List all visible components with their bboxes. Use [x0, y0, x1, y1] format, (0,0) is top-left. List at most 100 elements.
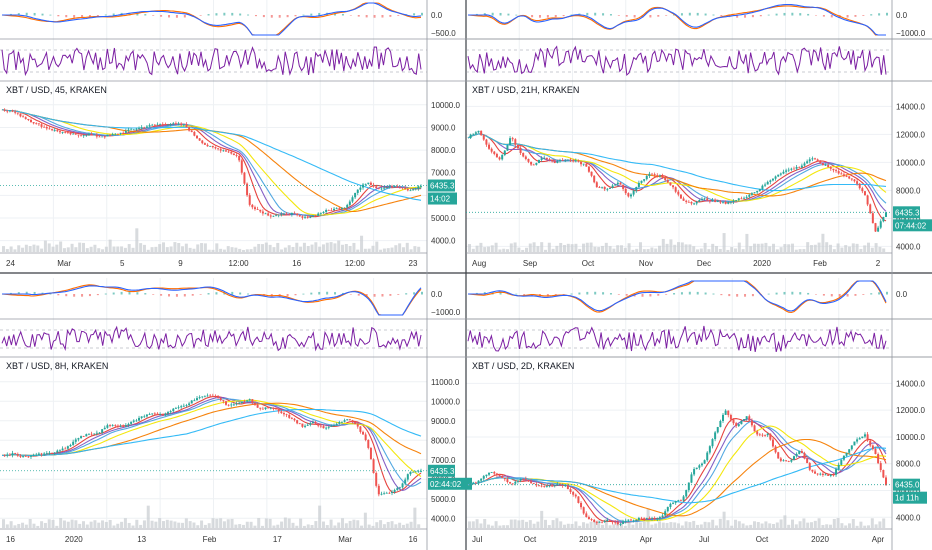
candle-body	[319, 212, 322, 214]
volume-bar	[665, 243, 669, 252]
volume-bar	[344, 243, 348, 252]
candle-body	[391, 491, 394, 494]
volume-bar	[490, 245, 494, 252]
macd-pane: 0.0 −1000.0	[1, 284, 461, 317]
volume-bar	[627, 522, 631, 528]
candle-body	[240, 160, 243, 173]
candle-body	[227, 151, 230, 153]
volume-bar	[62, 520, 66, 528]
volume-bar	[544, 249, 547, 252]
volume-bar	[570, 523, 574, 528]
candle-body	[580, 161, 583, 165]
volume-bar	[36, 245, 40, 252]
candle-body	[148, 414, 151, 415]
x-tick-label: Mar	[338, 535, 352, 544]
x-tick-label: 17	[273, 535, 282, 544]
y-tick-label: 12000.0	[896, 130, 925, 139]
candle-body	[82, 135, 85, 137]
candle-body	[858, 183, 861, 189]
volume-bar	[859, 521, 863, 528]
macd-histogram-bar	[144, 14, 147, 16]
volume-bar	[333, 525, 337, 528]
macd-histogram-bar	[799, 292, 802, 295]
candle-body	[516, 480, 519, 482]
x-tick-label: Nov	[639, 259, 653, 268]
candle-body	[706, 452, 709, 461]
volume-bar	[142, 520, 146, 528]
volume-bar	[498, 525, 502, 528]
candle-body	[877, 227, 880, 232]
candle-body	[124, 130, 127, 133]
candle-body	[819, 161, 822, 164]
gridlines	[0, 0, 892, 528]
volume-bar	[775, 522, 779, 528]
volume-bar	[337, 240, 341, 252]
x-tick-label: Aug	[472, 259, 486, 268]
candle-body	[269, 215, 272, 217]
candle-body	[311, 215, 314, 217]
volume-bar	[196, 525, 200, 528]
candle-body	[869, 204, 872, 214]
chart-panel-21h[interactable]: XBT / USD, 21H, KRAKEN 14000.0 12000.0 100…	[466, 3, 932, 269]
candle-body	[853, 441, 856, 446]
y-tick-label: 9000.0	[431, 123, 456, 132]
candles	[469, 130, 887, 233]
candle-body	[159, 414, 162, 416]
chart-panel-2d[interactable]: XBT / USD, 2D, KRAKEN 14000.0 12000.0 1000…	[466, 280, 927, 544]
macd-histogram-bar	[49, 14, 52, 16]
macd-histogram-bar	[160, 15, 163, 17]
candle-body	[766, 181, 769, 185]
candle-body	[417, 186, 420, 189]
volume-bar	[684, 521, 688, 528]
volume-bar	[203, 243, 207, 252]
volume-bar	[753, 521, 756, 528]
macd-histogram-bar	[294, 15, 297, 17]
volume-bar	[93, 520, 97, 528]
candle-body	[595, 182, 598, 188]
candle-body	[821, 163, 824, 166]
candle-body	[325, 210, 328, 212]
candle-body	[850, 445, 853, 450]
volume-bar	[487, 246, 490, 252]
candle-body	[506, 145, 509, 151]
volume-bar	[200, 243, 204, 252]
candle-body	[816, 473, 819, 475]
candle-body	[611, 185, 614, 188]
candle-body	[750, 193, 753, 195]
candle-body	[190, 400, 193, 404]
rsi-line	[1, 325, 422, 352]
candle-body	[535, 484, 538, 486]
candle-body	[196, 398, 199, 401]
volume-bar	[222, 249, 226, 252]
x-tick-label: 2	[876, 259, 881, 268]
candle-body	[261, 408, 264, 410]
volume-bar	[623, 247, 627, 252]
candle-body	[719, 420, 722, 428]
candle-body	[140, 127, 143, 129]
volume-bar	[348, 245, 352, 252]
chart-panel-8h[interactable]: XBT / USD, 8H, KRAKEN 11000.0 10000.0 9000…	[0, 284, 472, 544]
x-tick-label: Feb	[203, 535, 217, 544]
volume-bar	[131, 247, 135, 252]
candle-body	[338, 208, 341, 210]
macd-pane: 0.0	[467, 280, 908, 314]
candle-body	[37, 453, 40, 455]
volume-bar	[142, 244, 146, 252]
volume-bar	[150, 520, 154, 528]
candle-body	[585, 163, 588, 167]
candle-body	[53, 130, 56, 131]
macd-line	[2, 285, 422, 316]
candle-body	[304, 216, 307, 218]
ma-line	[1, 109, 422, 217]
volume-bar	[597, 520, 601, 528]
candle-body	[101, 429, 104, 433]
ma-fast-line	[467, 133, 887, 222]
chart-panel-45m[interactable]: XBT / USD, 45, KRAKEN 10000.0 9000.0 8000.…	[0, 2, 460, 268]
candle-body	[803, 163, 806, 166]
price-badge-label: 6435.3	[430, 182, 455, 191]
candle-body	[51, 129, 54, 131]
volume-bar	[139, 243, 143, 252]
volume-bar	[264, 242, 268, 252]
countdown-badge	[893, 491, 927, 504]
candle-body	[354, 192, 357, 198]
